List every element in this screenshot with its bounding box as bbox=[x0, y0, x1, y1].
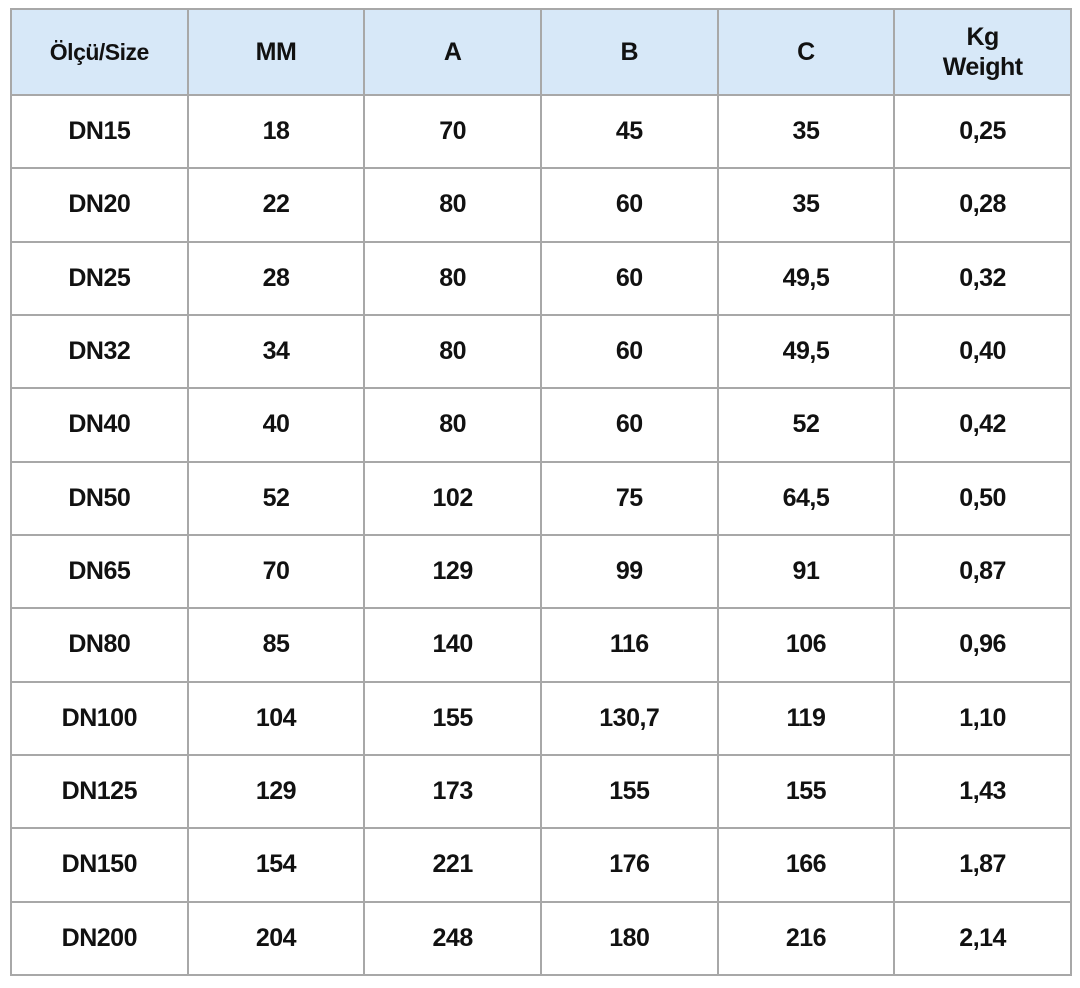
table-cell: 1,43 bbox=[893, 753, 1072, 830]
table-cell: 221 bbox=[363, 827, 542, 903]
table-cell: 60 bbox=[539, 167, 719, 243]
table-cell: 60 bbox=[539, 387, 719, 463]
table-cell: 70 bbox=[186, 533, 366, 610]
table-cell: 155 bbox=[363, 680, 542, 756]
table-cell: 49,5 bbox=[716, 240, 896, 316]
table-header: Ölçü/Size MM A B C Kg Weight bbox=[10, 8, 1072, 96]
table-cell: DN50 bbox=[10, 460, 189, 536]
table-cell: 91 bbox=[716, 533, 896, 610]
table-cell: 85 bbox=[186, 607, 366, 683]
table-cell: 1,87 bbox=[893, 827, 1072, 903]
size-table: Ölçü/Size MM A B C Kg Weight DN15 18 70 45 35 0,25… bbox=[10, 8, 1072, 977]
table-row: DN15 18 70 45 35 0,25 bbox=[10, 93, 1072, 170]
header-cell: C bbox=[716, 8, 896, 96]
table-cell: 119 bbox=[716, 680, 896, 756]
table-cell: DN150 bbox=[10, 827, 189, 903]
table-cell: 52 bbox=[186, 460, 366, 536]
header-cell: Kg Weight bbox=[893, 8, 1072, 96]
table-body: DN15 18 70 45 35 0,25 DN20 22 80 60 35 0,28 DN25 28 80… bbox=[10, 93, 1072, 977]
table-cell: 80 bbox=[363, 387, 542, 463]
table-row: DN32 34 80 60 49,5 0,40 bbox=[10, 313, 1072, 390]
table-row: DN40 40 80 60 52 0,42 bbox=[10, 387, 1072, 463]
table-cell: 248 bbox=[363, 900, 542, 977]
table-cell: DN15 bbox=[10, 93, 189, 170]
table-row: DN50 52 102 75 64,5 0,50 bbox=[10, 460, 1072, 536]
table-cell: DN200 bbox=[10, 900, 189, 977]
table-cell: 75 bbox=[539, 460, 719, 536]
table-cell: 28 bbox=[186, 240, 366, 316]
table-cell: 0,42 bbox=[893, 387, 1072, 463]
table-cell: 102 bbox=[363, 460, 542, 536]
table-cell: 173 bbox=[363, 753, 542, 830]
table-cell: 2,14 bbox=[893, 900, 1072, 977]
table-cell: 40 bbox=[186, 387, 366, 463]
table-row: DN100 104 155 130,7 119 1,10 bbox=[10, 680, 1072, 756]
table-cell: 116 bbox=[539, 607, 719, 683]
table-cell: DN100 bbox=[10, 680, 189, 756]
table-cell: 70 bbox=[363, 93, 542, 170]
table-cell: 35 bbox=[716, 167, 896, 243]
table-cell: 49,5 bbox=[716, 313, 896, 390]
table-cell: 1,10 bbox=[893, 680, 1072, 756]
table-cell: 154 bbox=[186, 827, 366, 903]
table-cell: 104 bbox=[186, 680, 366, 756]
table-cell: 180 bbox=[539, 900, 719, 977]
table-cell: DN65 bbox=[10, 533, 189, 610]
table-cell: 22 bbox=[186, 167, 366, 243]
table-cell: 80 bbox=[363, 167, 542, 243]
table-cell: DN80 bbox=[10, 607, 189, 683]
table-cell: 176 bbox=[539, 827, 719, 903]
header-cell: A bbox=[363, 8, 542, 96]
table-cell: 45 bbox=[539, 93, 719, 170]
table-cell: 166 bbox=[716, 827, 896, 903]
table-cell: DN32 bbox=[10, 313, 189, 390]
table-cell: DN20 bbox=[10, 167, 189, 243]
table-cell: 80 bbox=[363, 240, 542, 316]
table-cell: 64,5 bbox=[716, 460, 896, 536]
table-cell: 18 bbox=[186, 93, 366, 170]
table-row: DN150 154 221 176 166 1,87 bbox=[10, 827, 1072, 903]
table-row: DN20 22 80 60 35 0,28 bbox=[10, 167, 1072, 243]
table-cell: 129 bbox=[363, 533, 542, 610]
table-cell: 204 bbox=[186, 900, 366, 977]
table-cell: DN125 bbox=[10, 753, 189, 830]
table-row: DN200 204 248 180 216 2,14 bbox=[10, 900, 1072, 977]
header-cell: Ölçü/Size bbox=[10, 8, 189, 96]
table-cell: 140 bbox=[363, 607, 542, 683]
table-cell: 52 bbox=[716, 387, 896, 463]
table-cell: 0,32 bbox=[893, 240, 1072, 316]
table-cell: 35 bbox=[716, 93, 896, 170]
table-cell: 129 bbox=[186, 753, 366, 830]
table-cell: 0,96 bbox=[893, 607, 1072, 683]
table-cell: 60 bbox=[539, 313, 719, 390]
table-cell: 99 bbox=[539, 533, 719, 610]
table-cell: 34 bbox=[186, 313, 366, 390]
table-cell: 155 bbox=[539, 753, 719, 830]
table-cell: DN40 bbox=[10, 387, 189, 463]
table-row: DN125 129 173 155 155 1,43 bbox=[10, 753, 1072, 830]
table-row: DN25 28 80 60 49,5 0,32 bbox=[10, 240, 1072, 316]
table-cell: 216 bbox=[716, 900, 896, 977]
table-cell: 0,87 bbox=[893, 533, 1072, 610]
table-row: DN80 85 140 116 106 0,96 bbox=[10, 607, 1072, 683]
table-cell: 0,50 bbox=[893, 460, 1072, 536]
table-cell: 0,25 bbox=[893, 93, 1072, 170]
table-cell: 60 bbox=[539, 240, 719, 316]
header-row: Ölçü/Size MM A B C Kg Weight bbox=[10, 8, 1072, 96]
header-cell: B bbox=[539, 8, 719, 96]
table-cell: 80 bbox=[363, 313, 542, 390]
table-row: DN65 70 129 99 91 0,87 bbox=[10, 533, 1072, 610]
table-cell: 0,28 bbox=[893, 167, 1072, 243]
table-cell: 130,7 bbox=[539, 680, 719, 756]
table-cell: 155 bbox=[716, 753, 896, 830]
table-cell: DN25 bbox=[10, 240, 189, 316]
header-cell: MM bbox=[186, 8, 366, 96]
table-cell: 0,40 bbox=[893, 313, 1072, 390]
table-cell: 106 bbox=[716, 607, 896, 683]
